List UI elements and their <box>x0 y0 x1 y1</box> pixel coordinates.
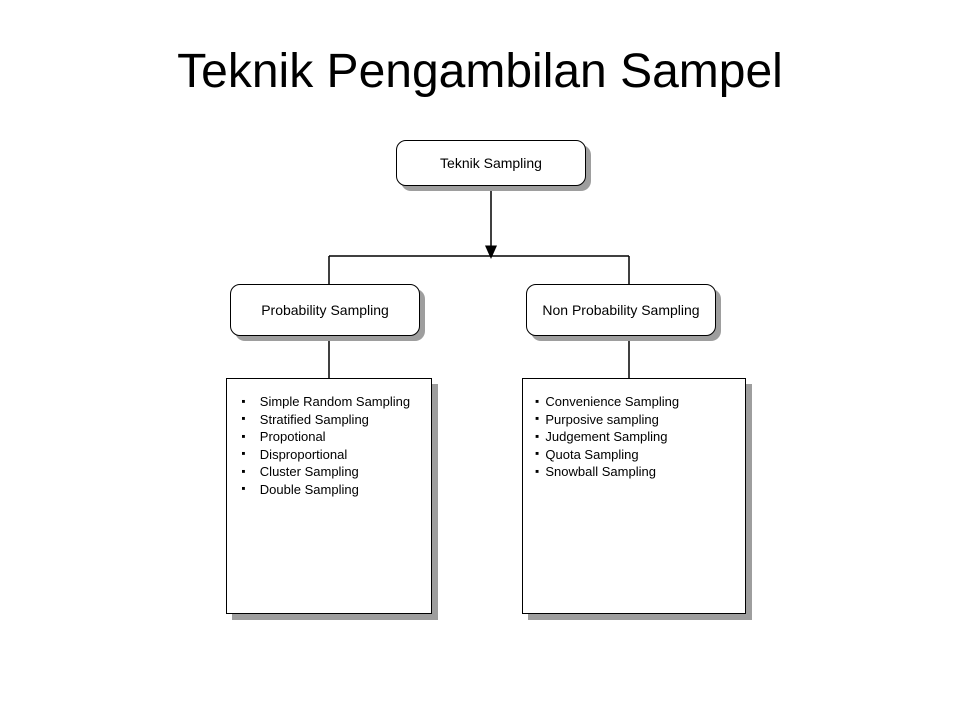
left-list: Simple Random Sampling Stratified Sampli… <box>239 393 419 498</box>
list-item: Disproportional <box>239 446 419 464</box>
list-item: Quota Sampling <box>535 446 733 464</box>
right-list: Convenience Sampling Purposive sampling … <box>535 393 733 481</box>
list-item: Stratified Sampling <box>239 411 419 429</box>
list-item: Purposive sampling <box>535 411 733 429</box>
left-node-label: Probability Sampling <box>261 302 389 319</box>
list-item: Cluster Sampling <box>239 463 419 481</box>
list-item: Propotional <box>239 428 419 446</box>
left-node: Probability Sampling <box>230 284 420 336</box>
connector-lines <box>0 0 960 720</box>
list-item: Convenience Sampling <box>535 393 733 411</box>
list-item: Snowball Sampling <box>535 463 733 481</box>
right-list-box: Convenience Sampling Purposive sampling … <box>522 378 746 614</box>
list-item: Judgement Sampling <box>535 428 733 446</box>
list-item: Simple Random Sampling <box>239 393 419 411</box>
root-node: Teknik Sampling <box>396 140 586 186</box>
page-title: Teknik Pengambilan Sampel <box>0 44 960 99</box>
list-item: Double Sampling <box>239 481 419 499</box>
right-node: Non Probability Sampling <box>526 284 716 336</box>
right-node-label: Non Probability Sampling <box>542 302 699 319</box>
left-list-box: Simple Random Sampling Stratified Sampli… <box>226 378 432 614</box>
root-node-label: Teknik Sampling <box>440 155 542 172</box>
